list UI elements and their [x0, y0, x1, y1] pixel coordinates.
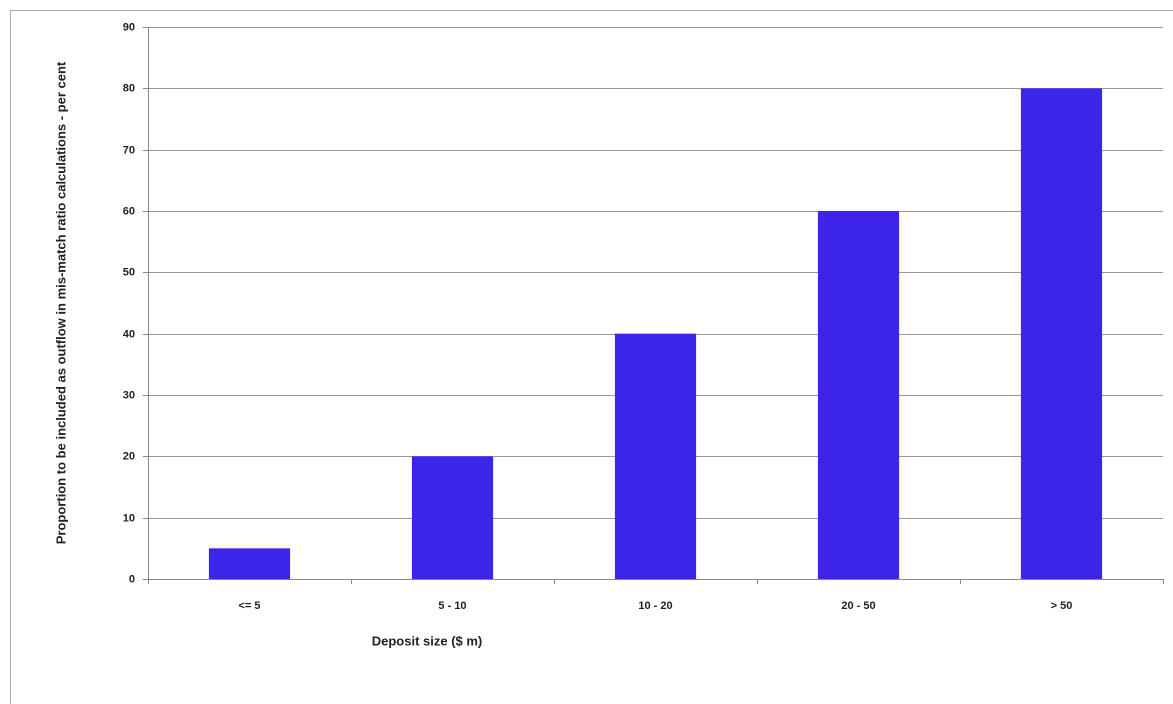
y-tick-label: 40 — [123, 328, 135, 340]
y-tick-label: 20 — [123, 450, 135, 462]
y-tick-label: 30 — [123, 389, 135, 401]
x-tick-label: <= 5 — [238, 600, 260, 612]
y-axis-label: Proportion to be included as outflow in … — [53, 61, 68, 544]
y-tick-label: 80 — [123, 82, 135, 94]
y-tick-label: 10 — [123, 512, 135, 524]
x-tick-label: 5 - 10 — [438, 600, 466, 612]
y-tick-label: 60 — [123, 205, 135, 217]
x-tick-label: > 50 — [1051, 600, 1073, 612]
bar — [208, 548, 291, 579]
y-tick-label: 70 — [123, 144, 135, 156]
y-tick-label: 0 — [129, 573, 135, 585]
x-axis-label: Deposit size ($ m) — [372, 633, 483, 648]
bar — [817, 211, 900, 579]
bar — [614, 333, 697, 579]
x-tick-label: 20 - 50 — [841, 600, 875, 612]
bar — [411, 456, 494, 579]
bar — [1020, 88, 1103, 579]
y-tick-label: 50 — [123, 266, 135, 278]
x-tick-label: 10 - 20 — [638, 600, 672, 612]
y-tick-label: 90 — [123, 21, 135, 33]
